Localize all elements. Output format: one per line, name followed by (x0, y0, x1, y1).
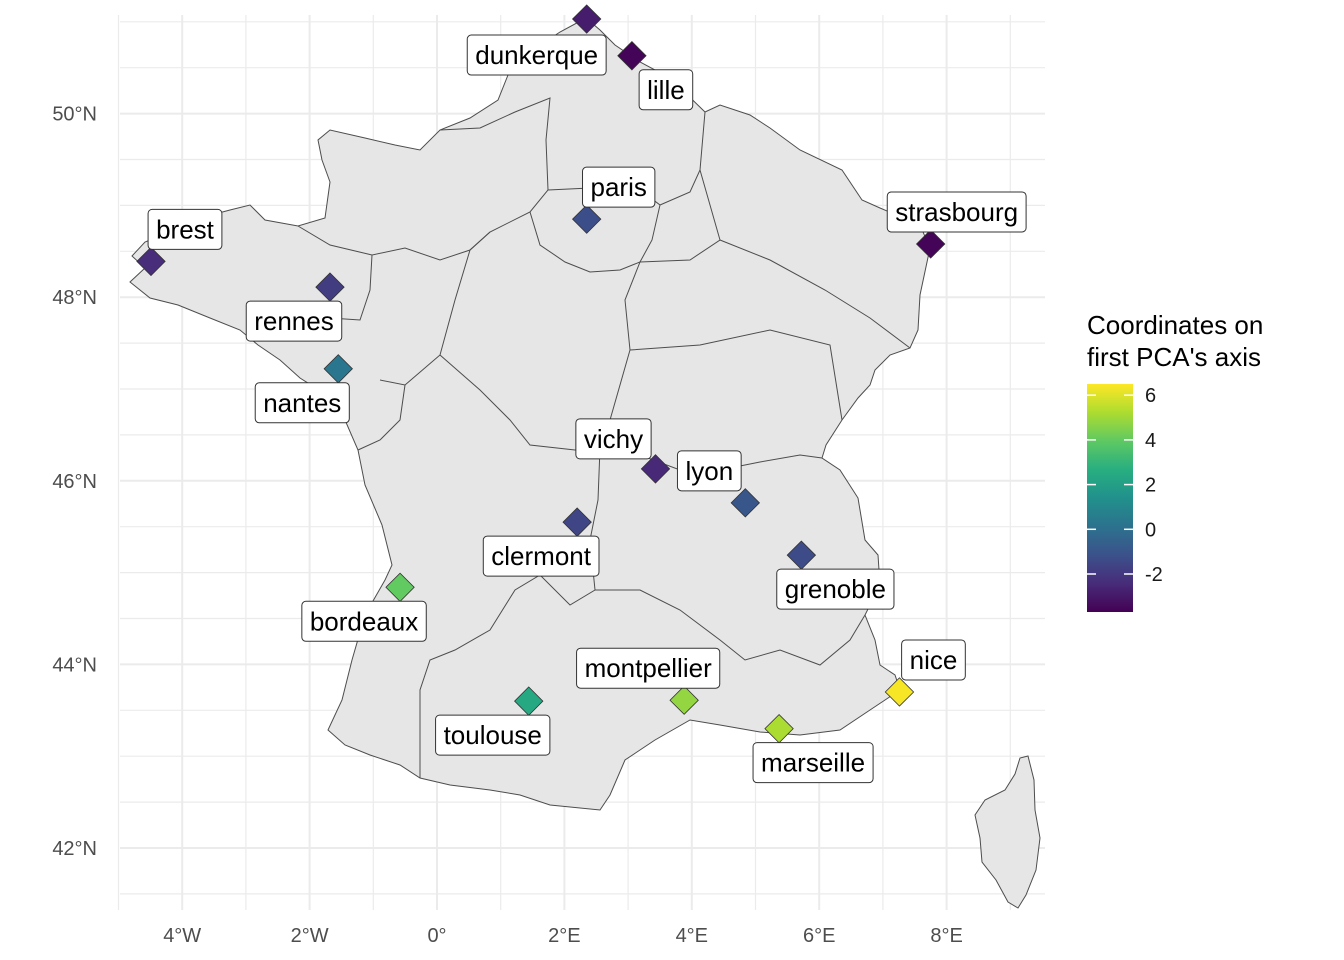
city-label-text: dunkerque (475, 40, 598, 70)
city-label-box (147, 208, 223, 250)
legend-tick-label: 0 (1145, 519, 1156, 541)
y-tick-label: 42°N (52, 838, 97, 860)
color-legend: Coordinates on first PCA's axis 6 4 2 0 -2 (1087, 310, 1263, 612)
city-marker-lyon (730, 488, 761, 518)
x-axis-ticks: 4°W 2°W 0° 2°E 4°E 6°E 8°E (163, 925, 963, 947)
city-label-grenoble: grenoble (776, 568, 895, 610)
city-marker-nantes (323, 354, 353, 384)
city-label-text: grenoble (785, 574, 886, 604)
city-label-clermont: clermont (482, 535, 600, 577)
city-label-box (776, 568, 895, 610)
city-marker-toulouse (514, 686, 544, 716)
x-tick-label: 0° (427, 925, 446, 947)
city-label-paris: paris (582, 166, 656, 208)
mainland-france (129, 17, 931, 811)
city-label-text: clermont (491, 541, 591, 571)
city-label-strasbourg: strasbourg (886, 191, 1027, 233)
x-tick-label: 2°W (291, 925, 329, 947)
city-label-text: rennes (254, 306, 334, 336)
x-tick-label: 6°E (803, 925, 835, 947)
city-label-box (886, 191, 1027, 233)
city-marker-brest (136, 246, 166, 277)
city-label-text: lyon (685, 456, 733, 486)
y-tick-label: 46°N (52, 471, 97, 493)
city-label-text: bordeaux (310, 606, 418, 636)
city-label-box (254, 382, 350, 424)
city-marker-vichy (640, 454, 671, 484)
city-label-nantes: nantes (254, 382, 350, 424)
city-marker-grenoble (786, 540, 817, 570)
city-label-box (576, 647, 721, 689)
legend-tick-label: -2 (1145, 564, 1163, 586)
city-label-bordeaux: bordeaux (301, 600, 427, 642)
city-marker-paris (571, 204, 602, 234)
city-label-box (301, 600, 427, 642)
city-label-marseille: marseille (752, 742, 874, 784)
city-label-vichy: vichy (575, 418, 652, 460)
city-label-box (901, 639, 966, 681)
region-borders (297, 97, 911, 778)
legend-tick-label: 6 (1145, 385, 1156, 407)
city-label-text: toulouse (444, 720, 542, 750)
legend-title-line1: Coordinates on (1087, 310, 1263, 340)
city-marker-lille (617, 41, 647, 71)
corsica (974, 755, 1041, 909)
city-label-text: vichy (584, 424, 643, 454)
city-marker-clermont (562, 507, 592, 537)
city-label-box (638, 69, 694, 111)
city-label-box (752, 742, 874, 784)
x-tick-label: 2°E (548, 925, 580, 947)
city-label-text: nantes (263, 388, 341, 418)
y-tick-label: 44°N (52, 654, 97, 676)
city-label-rennes: rennes (245, 300, 343, 342)
city-label-box (482, 535, 600, 577)
city-label-box (582, 166, 656, 208)
city-label-text: strasbourg (895, 197, 1018, 227)
city-label-box (466, 34, 607, 76)
city-label-text: nice (910, 645, 958, 675)
y-tick-label: 50°N (52, 104, 97, 126)
city-label-dunkerque: dunkerque (466, 34, 607, 76)
y-axis-ticks: 42°N 44°N 46°N 48°N 50°N (52, 104, 97, 860)
city-labels: dunkerque lille paris strasbourg brest rennes… (147, 34, 1027, 784)
city-label-text: lille (647, 75, 685, 105)
city-label-text: marseille (761, 748, 865, 778)
x-tick-label: 4°W (163, 925, 201, 947)
city-marker-marseille (764, 713, 794, 744)
city-marker-bordeaux (385, 572, 415, 602)
legend-tick-label: 2 (1145, 475, 1156, 497)
city-label-montpellier: montpellier (576, 647, 721, 689)
france-landmass (129, 17, 1041, 909)
city-label-box (676, 450, 742, 492)
y-tick-label: 48°N (52, 287, 97, 309)
city-markers (136, 4, 946, 744)
city-label-toulouse: toulouse (435, 714, 551, 756)
legend-tick-label: 4 (1145, 430, 1156, 452)
city-label-box (245, 300, 343, 342)
city-marker-dunkerque (571, 4, 602, 34)
city-label-brest: brest (147, 208, 223, 250)
city-label-box (435, 714, 551, 756)
city-label-text: paris (591, 172, 647, 202)
city-label-text: montpellier (585, 653, 713, 683)
city-label-lyon: lyon (676, 450, 742, 492)
city-label-nice: nice (901, 639, 966, 681)
city-marker-nice (884, 677, 915, 707)
x-tick-label: 4°E (676, 925, 708, 947)
city-label-box (575, 418, 652, 460)
city-marker-strasbourg (915, 229, 946, 259)
x-tick-label: 8°E (930, 925, 962, 947)
legend-colorbar (1087, 384, 1133, 612)
legend-ticks: 6 4 2 0 -2 (1087, 385, 1163, 586)
city-label-lille: lille (638, 69, 694, 111)
city-label-text: brest (156, 214, 215, 244)
legend-title-line2: first PCA's axis (1087, 342, 1261, 372)
city-marker-montpellier (669, 685, 699, 715)
city-marker-rennes (315, 272, 345, 302)
